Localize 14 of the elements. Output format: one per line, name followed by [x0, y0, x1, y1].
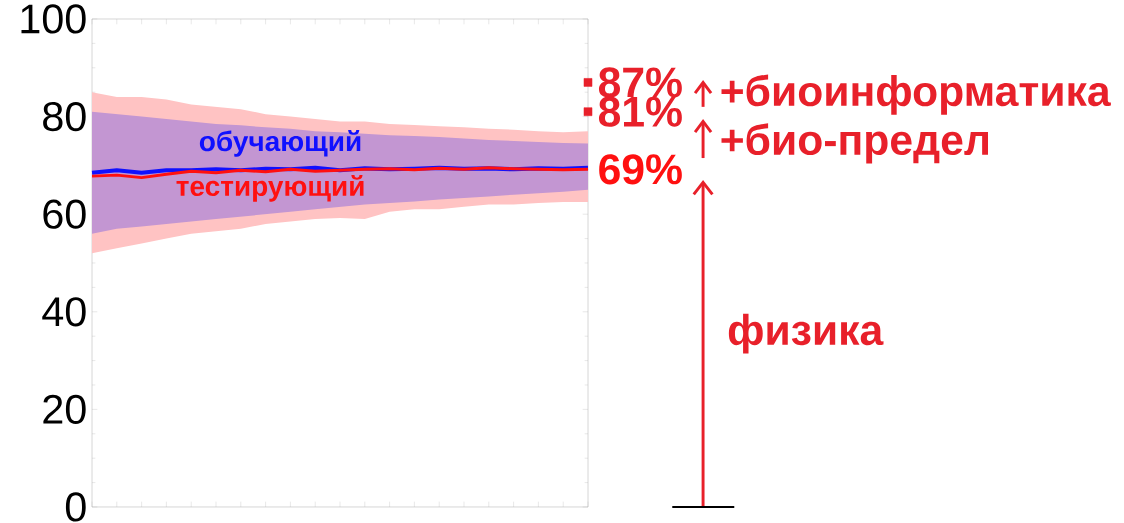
- y-tick-label: 100: [21, 4, 86, 34]
- text: +био-предел: [721, 123, 988, 164]
- y-tick-label: 0: [65, 492, 86, 522]
- data-label: 87%: [598, 67, 682, 98]
- series-label: тестирующий: [176, 175, 364, 202]
- series-label: обучающий: [199, 130, 361, 157]
- y-tick-label: 80: [43, 101, 86, 132]
- data-label: 69%: [599, 154, 682, 185]
- y-tick-label: 20: [43, 394, 86, 425]
- y-tick-label: 40: [42, 297, 86, 327]
- data-label: 81%: [598, 96, 682, 127]
- text: физика: [728, 313, 884, 354]
- text: +биоинформатика: [721, 74, 1111, 115]
- y-tick-label: 60: [43, 199, 86, 229]
